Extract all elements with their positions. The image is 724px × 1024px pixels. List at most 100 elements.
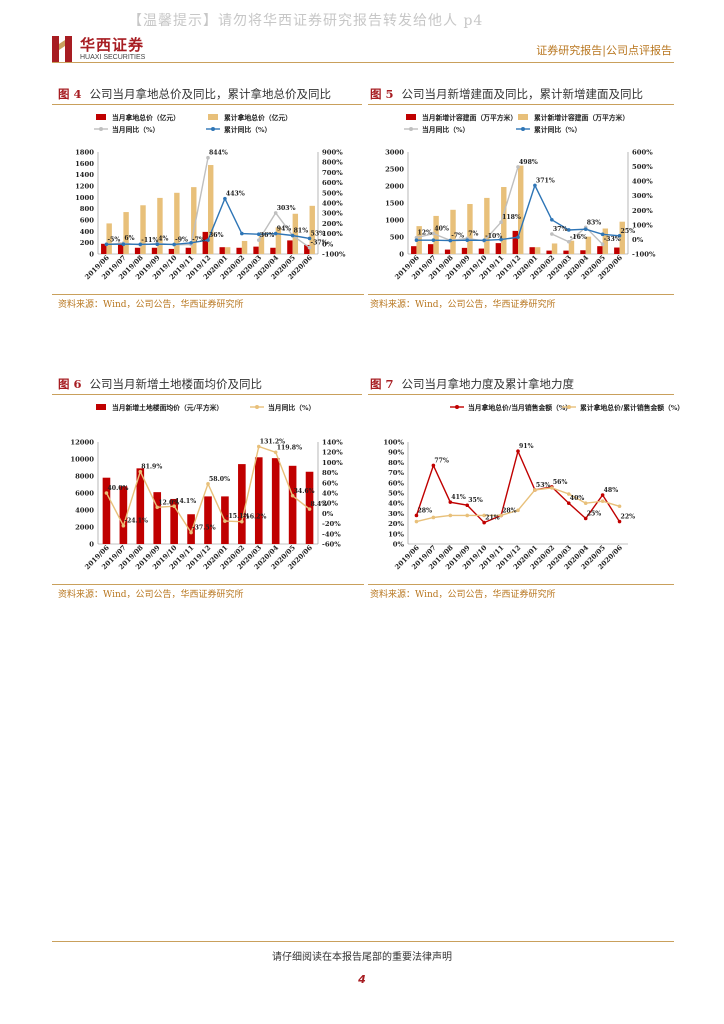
legend-label-0: 当月拿地总价/当月销售金额（%）: [468, 403, 572, 412]
point-3-2: [138, 242, 143, 247]
data-label: 53%: [536, 482, 551, 489]
bar-0-6: [202, 231, 208, 254]
point-3-3: [155, 242, 160, 247]
y-tick-right: 0%: [322, 240, 334, 248]
data-label: 28%: [502, 507, 517, 514]
bar-0-5: [185, 247, 192, 254]
point-3-6: [206, 238, 210, 242]
point-0-10: [583, 516, 588, 521]
figure-7-caption: 公司当月拿地力度及累计拿地力度: [401, 377, 575, 391]
y-tick-right: 900%: [322, 149, 343, 157]
figure-5-title: 图 5 公司当月新增建面及同比，累计新增建面及同比: [370, 86, 643, 102]
y-tick-left: 6000: [75, 490, 94, 498]
bar-0-7: [529, 247, 535, 254]
y-tick-right: 0%: [322, 510, 334, 518]
bar-0-2: [444, 249, 451, 254]
point-1-11: [600, 499, 605, 503]
fig4-source-rule: [52, 294, 364, 295]
y-tick-right: 400%: [632, 178, 653, 186]
data-label: -16%: [570, 234, 587, 241]
figure-6-title: 图 6 公司当月新增土地楼面均价及同比: [58, 376, 262, 392]
point-1-8: [240, 519, 244, 524]
legend-swatch-1: [518, 114, 528, 120]
legend-label-3: 累计同比（%）: [534, 125, 581, 134]
bar-1-3: [157, 197, 163, 254]
y-tick-left: 90%: [388, 449, 404, 457]
y-tick-right: 140%: [322, 439, 343, 447]
point-0-2: [448, 500, 453, 504]
point-3-11: [290, 233, 295, 238]
y-tick-left: 200: [80, 239, 94, 247]
y-tick-right: 600%: [322, 179, 343, 187]
point-2-6: [206, 155, 210, 160]
bar-0-8: [546, 250, 552, 254]
point-1-9: [566, 492, 571, 496]
point-1-4: [172, 504, 176, 509]
point-3-2: [448, 238, 453, 243]
data-label: 34.6%: [294, 488, 315, 495]
point-1-12: [307, 507, 312, 511]
bar-1-11: [292, 213, 299, 254]
legend-marker-1: [255, 405, 259, 409]
point-3-4: [482, 238, 486, 243]
figure-4-title: 图 4 公司当月拿地总价及同比，累计拿地总价及同比: [58, 86, 331, 102]
y-tick-right: 100%: [322, 230, 343, 238]
y-tick-left: 2000: [75, 524, 94, 532]
data-label: 118%: [502, 214, 521, 221]
data-label: -7%: [451, 232, 464, 239]
data-label: 12%: [417, 230, 432, 237]
data-label: 40%: [570, 495, 585, 502]
bar-1-7: [224, 247, 231, 254]
point-0-4: [482, 520, 486, 525]
bar-1-5: [501, 187, 507, 254]
bar-0-11: [597, 246, 603, 254]
y-tick-left: 30%: [388, 510, 404, 518]
point-3-7: [223, 196, 227, 201]
watermark-text: 【温馨提示】请勿将华西证券研究报告转发给他人 p4: [128, 13, 484, 29]
bar-0-12: [304, 244, 310, 254]
y-tick-left: 500: [390, 234, 404, 242]
bar-1-7: [534, 247, 541, 254]
bar-1-9: [258, 233, 265, 254]
bar-1-1: [123, 212, 129, 254]
data-label: 4%: [158, 235, 168, 242]
report-type: 证券研究报告|公司点评报告: [536, 44, 672, 57]
point-3-5: [189, 240, 193, 245]
y-tick-left: 1600: [75, 160, 94, 168]
bar-0-10: [270, 247, 276, 254]
point-1-5: [499, 513, 503, 518]
bar-0-8: [236, 247, 242, 254]
y-tick-left: 1200: [75, 183, 94, 191]
point-2-5: [499, 220, 503, 225]
legend-label-3: 累计同比（%）: [224, 125, 271, 134]
data-label: -10%: [485, 233, 502, 240]
point-1-10: [273, 450, 278, 455]
data-label: 81.9%: [141, 464, 162, 471]
point-1-10: [583, 501, 588, 505]
y-tick-right: 0%: [632, 236, 644, 244]
point-3-11: [600, 232, 605, 237]
data-label: -15.1%: [226, 513, 250, 520]
data-label: 28%: [417, 507, 432, 514]
point-3-12: [617, 233, 622, 238]
point-3-1: [121, 242, 126, 247]
y-tick-left: 0: [399, 251, 404, 259]
data-label: 6%: [124, 235, 134, 242]
bar-0-5: [187, 514, 195, 544]
data-label: 443%: [226, 191, 245, 198]
data-label: 303%: [277, 205, 296, 212]
figure-4-source: 资料来源：Wind，公司公告，华西证券研究所: [58, 300, 244, 310]
y-tick-left: 1800: [75, 149, 94, 157]
legend-label-1: 累计拿地总价（亿元）: [224, 113, 292, 122]
y-tick-right: 700%: [322, 169, 343, 177]
figure-6-source: 资料来源：Wind，公司公告，华西证券研究所: [58, 590, 244, 600]
bar-0-3: [151, 247, 158, 254]
fig5-title-rule: [368, 104, 674, 105]
bar-1-2: [450, 209, 456, 254]
bar-0-0: [411, 246, 417, 254]
legend-label-0: 当月拿地总价（亿元）: [112, 113, 180, 122]
bar-1-5: [191, 187, 197, 254]
y-tick-left: 20%: [388, 520, 404, 528]
y-tick-right: 60%: [322, 479, 338, 487]
y-tick-right: -60%: [322, 541, 341, 549]
